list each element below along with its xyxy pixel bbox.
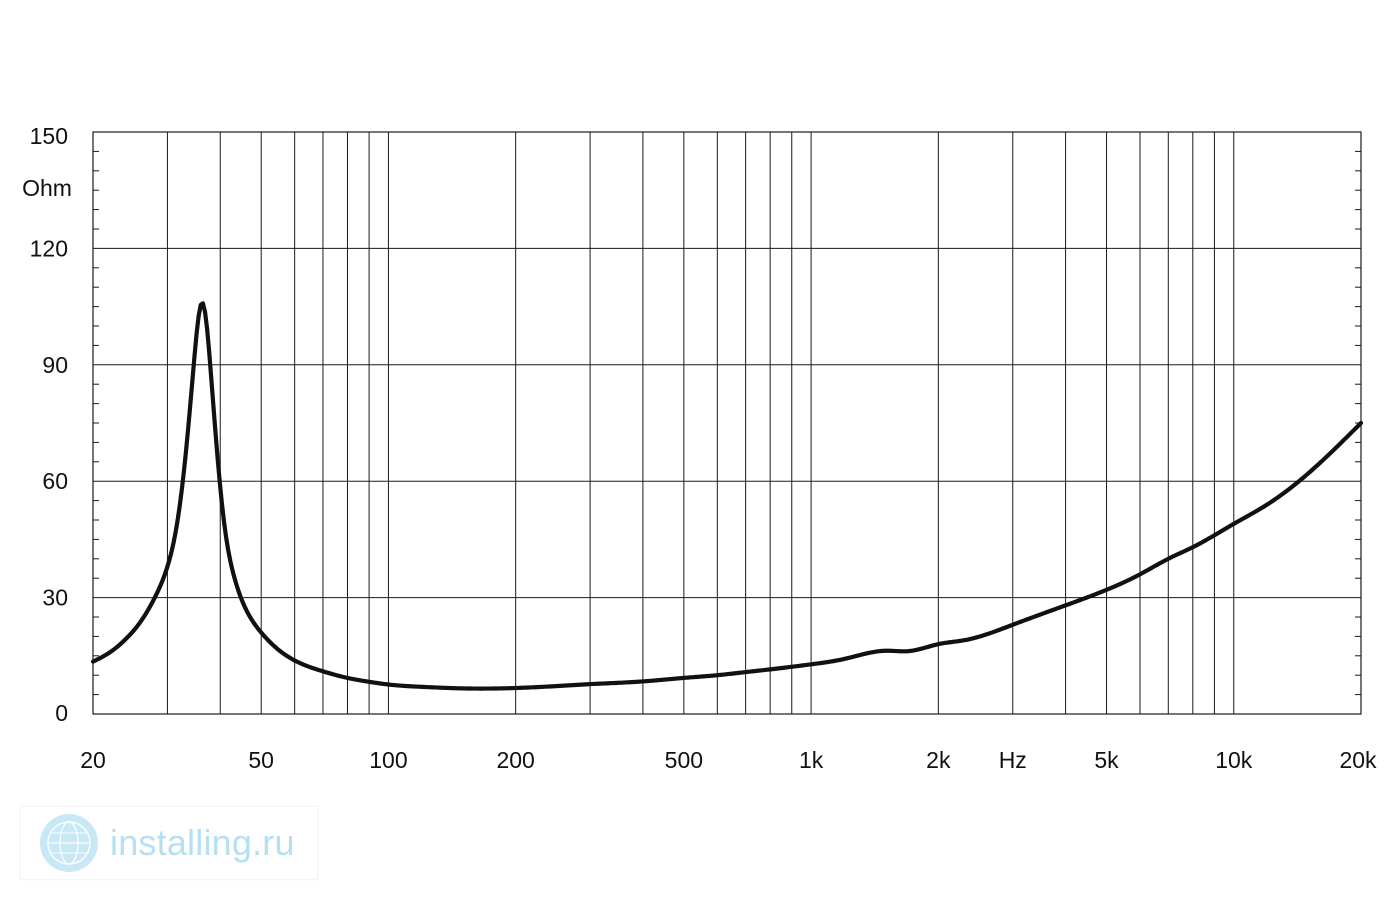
x-tick-label: 1k: [799, 747, 824, 773]
minor-tick-layer: [93, 150, 1361, 696]
x-axis-label: Hz: [999, 747, 1027, 773]
x-tick-label: 20: [80, 747, 106, 773]
x-tick-label: 200: [496, 747, 534, 773]
y-tick-label: 90: [42, 352, 68, 378]
x-tick-label: 100: [369, 747, 407, 773]
y-tick-label: 0: [55, 700, 68, 726]
x-tick-label: 2k: [926, 747, 951, 773]
y-tick-label: 150: [30, 123, 68, 149]
watermark: installing.ru: [20, 806, 318, 880]
curve-layer: [90, 301, 1364, 691]
x-tick-label: 50: [248, 747, 274, 773]
x-tick-label: 10k: [1215, 747, 1253, 773]
y-tick-label: 120: [30, 235, 68, 261]
plot-frame: [92, 131, 1362, 715]
watermark-text: installing.ru: [110, 822, 295, 863]
x-tick-label: 20k: [1339, 747, 1377, 773]
label-layer: Ohm 0 30 60 90 120 150 20 50 100 200 500 1k 2k 5k 10k 2…: [22, 123, 1377, 773]
y-axis-label: Ohm: [22, 175, 72, 201]
grid-layer: [93, 132, 1361, 714]
y-tick-label: 60: [42, 468, 68, 494]
y-tick-label: 30: [42, 585, 68, 611]
globe-logo-icon: [40, 814, 98, 872]
x-tick-label: 500: [665, 747, 703, 773]
x-tick-label: 5k: [1094, 747, 1119, 773]
impedance-curve: [90, 301, 1364, 691]
